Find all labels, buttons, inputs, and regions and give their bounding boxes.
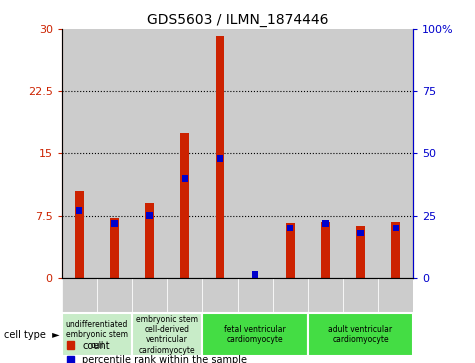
Bar <box>132 29 167 278</box>
Bar <box>286 223 294 278</box>
Bar <box>308 313 413 356</box>
Bar <box>202 313 308 356</box>
Bar <box>343 29 378 278</box>
Bar <box>97 29 132 278</box>
Legend: count, percentile rank within the sample: count, percentile rank within the sample <box>66 340 247 363</box>
Bar <box>111 220 118 227</box>
Text: cell type  ►: cell type ► <box>4 330 60 340</box>
Bar <box>75 191 84 278</box>
Bar <box>167 278 202 313</box>
Bar <box>62 29 97 278</box>
Bar <box>238 278 273 313</box>
Bar <box>238 29 273 278</box>
Bar <box>217 155 223 162</box>
Bar <box>132 313 202 356</box>
Bar <box>321 221 330 278</box>
Text: adult ventricular
cardiomyocyte: adult ventricular cardiomyocyte <box>328 325 392 344</box>
Bar <box>76 207 83 214</box>
Bar <box>216 36 224 278</box>
Bar <box>62 278 97 313</box>
Bar <box>357 230 364 236</box>
Bar <box>378 29 413 278</box>
Bar <box>180 133 189 278</box>
Bar <box>378 278 413 313</box>
Bar <box>145 203 154 278</box>
Title: GDS5603 / ILMN_1874446: GDS5603 / ILMN_1874446 <box>147 13 328 26</box>
Bar <box>146 212 153 219</box>
Bar <box>273 29 308 278</box>
Bar <box>322 220 329 227</box>
Bar <box>287 225 294 232</box>
Bar <box>391 223 400 278</box>
Bar <box>181 175 188 182</box>
Bar <box>97 278 132 313</box>
Bar <box>62 313 132 356</box>
Bar <box>308 278 343 313</box>
Bar <box>110 218 119 278</box>
Bar <box>343 278 378 313</box>
Bar <box>132 278 167 313</box>
Text: undifferentiated
embryonic stem
cell: undifferentiated embryonic stem cell <box>66 320 128 350</box>
Bar <box>392 225 399 232</box>
Bar <box>356 226 365 278</box>
Bar <box>167 29 202 278</box>
Text: fetal ventricular
cardiomyocyte: fetal ventricular cardiomyocyte <box>224 325 286 344</box>
Bar <box>308 29 343 278</box>
Bar <box>252 271 258 278</box>
Bar <box>273 278 308 313</box>
Bar <box>202 29 238 278</box>
Text: embryonic stem
cell-derived
ventricular
cardiomyocyte: embryonic stem cell-derived ventricular … <box>136 315 198 355</box>
Bar <box>202 278 238 313</box>
